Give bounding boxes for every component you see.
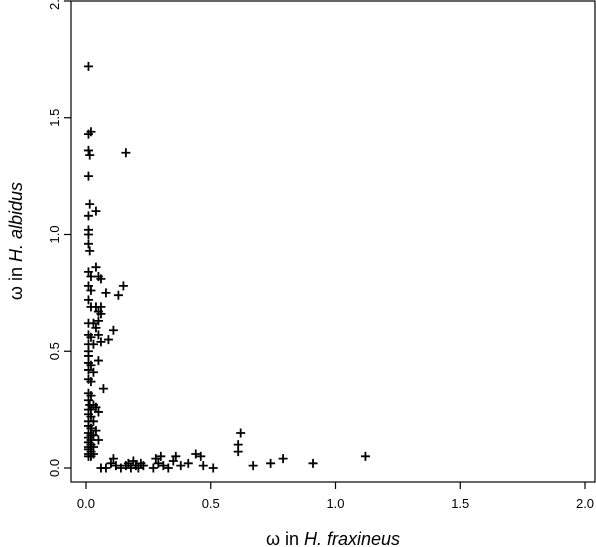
data-point bbox=[113, 290, 123, 300]
data-point bbox=[83, 211, 93, 221]
data-point bbox=[86, 391, 96, 401]
data-point bbox=[93, 435, 103, 445]
data-point bbox=[123, 458, 133, 468]
data-point bbox=[91, 426, 101, 436]
data-point bbox=[158, 461, 168, 471]
data-point bbox=[96, 309, 106, 319]
data-point bbox=[83, 61, 93, 71]
y-axis-title: ω in H. albidus bbox=[6, 182, 26, 300]
data-point bbox=[86, 412, 96, 422]
data-point bbox=[85, 150, 95, 160]
data-point bbox=[98, 384, 108, 394]
y-tick-label: 2.0 bbox=[47, 0, 62, 10]
data-point bbox=[168, 456, 178, 466]
data-point bbox=[83, 145, 93, 155]
data-point bbox=[91, 323, 101, 333]
data-point bbox=[83, 171, 93, 181]
data-point bbox=[85, 246, 95, 256]
data-point bbox=[88, 430, 98, 440]
y-tick-label: 1.5 bbox=[47, 109, 62, 127]
data-point bbox=[93, 407, 103, 417]
data-points bbox=[83, 61, 370, 473]
y-tick-label: 0.5 bbox=[47, 342, 62, 360]
data-point bbox=[86, 127, 96, 137]
data-point bbox=[151, 454, 161, 464]
data-point bbox=[91, 402, 101, 412]
data-point bbox=[236, 428, 246, 438]
data-point bbox=[248, 461, 258, 471]
data-point bbox=[83, 395, 93, 405]
data-point bbox=[83, 295, 93, 305]
data-point bbox=[266, 458, 276, 468]
data-point bbox=[108, 454, 118, 464]
data-point bbox=[128, 456, 138, 466]
data-point bbox=[233, 440, 243, 450]
data-point bbox=[156, 451, 166, 461]
x-tick-label: 1.5 bbox=[451, 496, 469, 511]
data-point bbox=[88, 416, 98, 426]
data-point bbox=[121, 148, 131, 158]
data-point bbox=[118, 281, 128, 291]
data-point bbox=[83, 229, 93, 239]
data-point bbox=[86, 360, 96, 370]
data-point bbox=[86, 451, 96, 461]
x-axis: 0.0 0.5 1.0 1.5 2.0 bbox=[77, 482, 594, 511]
data-point bbox=[83, 267, 93, 277]
data-point bbox=[208, 463, 218, 473]
data-point bbox=[86, 286, 96, 296]
data-point bbox=[96, 274, 106, 284]
data-point bbox=[116, 463, 126, 473]
data-point bbox=[88, 367, 98, 377]
data-point bbox=[360, 451, 370, 461]
data-point bbox=[183, 458, 193, 468]
x-tick-label: 1.0 bbox=[326, 496, 344, 511]
data-point bbox=[163, 463, 173, 473]
data-point bbox=[106, 458, 116, 468]
x-axis-title: ω in H. fraxineus bbox=[266, 529, 400, 547]
data-point bbox=[196, 451, 206, 461]
data-point bbox=[96, 337, 106, 347]
data-point bbox=[138, 461, 148, 471]
x-tick-label: 0.0 bbox=[77, 496, 95, 511]
plot-frame bbox=[70, 0, 596, 483]
y-axis: 0.0 0.5 1.0 1.5 2.0 bbox=[47, 0, 71, 477]
data-point bbox=[148, 463, 158, 473]
data-point bbox=[93, 356, 103, 366]
data-point bbox=[171, 451, 181, 461]
x-tick-label: 0.5 bbox=[202, 496, 220, 511]
data-point bbox=[308, 458, 318, 468]
data-point bbox=[278, 454, 288, 464]
data-point bbox=[83, 281, 93, 291]
data-point bbox=[101, 288, 111, 298]
data-point bbox=[93, 330, 103, 340]
data-point bbox=[85, 199, 95, 209]
data-point bbox=[153, 458, 163, 468]
y-tick-label: 1.0 bbox=[47, 225, 62, 243]
data-point bbox=[91, 206, 101, 216]
y-tick-label: 0.0 bbox=[47, 459, 62, 477]
data-point bbox=[111, 461, 121, 471]
data-point bbox=[91, 262, 101, 272]
data-point bbox=[83, 365, 93, 375]
data-point bbox=[198, 461, 208, 471]
data-point bbox=[133, 463, 143, 473]
x-tick-label: 2.0 bbox=[576, 496, 594, 511]
data-point bbox=[88, 318, 98, 328]
data-point bbox=[101, 463, 111, 473]
data-point bbox=[176, 461, 186, 471]
data-point bbox=[86, 377, 96, 387]
data-point bbox=[103, 335, 113, 345]
data-point bbox=[108, 325, 118, 335]
data-point bbox=[191, 449, 201, 459]
data-point bbox=[93, 316, 103, 326]
data-point bbox=[86, 332, 96, 342]
data-point bbox=[88, 339, 98, 349]
data-point bbox=[83, 239, 93, 249]
